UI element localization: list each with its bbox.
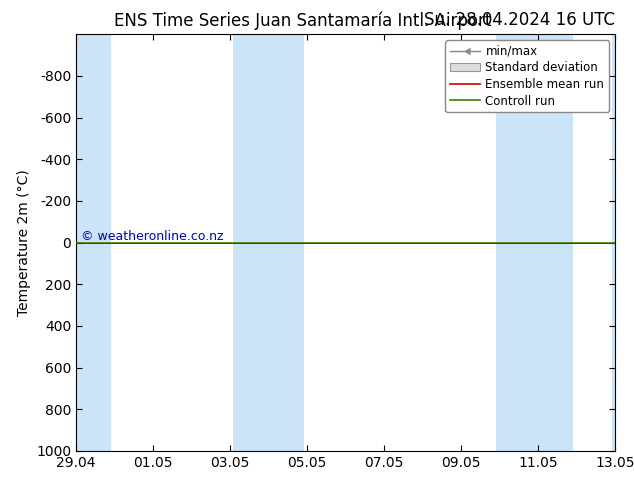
- Bar: [233, 34, 269, 451]
- Text: Su. 28.04.2024 16 UTC: Su. 28.04.2024 16 UTC: [424, 11, 615, 29]
- Bar: [269, 34, 304, 451]
- Y-axis label: Temperature 2m (°C): Temperature 2m (°C): [16, 169, 30, 316]
- Bar: [538, 34, 573, 451]
- Text: ENS Time Series Juan Santamaría Intl. Airport: ENS Time Series Juan Santamaría Intl. Ai…: [114, 11, 491, 30]
- Bar: [76, 34, 112, 451]
- Legend: min/max, Standard deviation, Ensemble mean run, Controll run: min/max, Standard deviation, Ensemble me…: [445, 40, 609, 112]
- Bar: [612, 34, 634, 451]
- Bar: [496, 34, 538, 451]
- Text: © weatheronline.co.nz: © weatheronline.co.nz: [81, 229, 224, 243]
